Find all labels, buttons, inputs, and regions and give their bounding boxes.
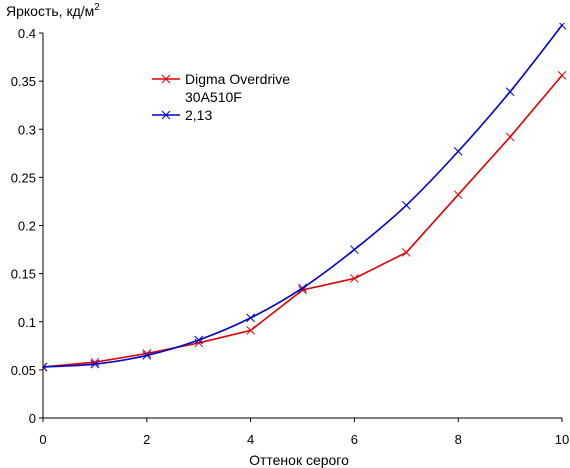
- data-point-stroke-b: [401, 200, 411, 210]
- y-tick-label: 0.4: [18, 26, 36, 41]
- data-point-stroke-b: [43, 362, 48, 368]
- data-point-stroke-b: [401, 248, 411, 257]
- legend-item-0: Digma Overdrive 30A510F: [152, 71, 290, 105]
- x-axis-title: Оттенок серого: [249, 452, 349, 468]
- data-point-stroke-b: [298, 283, 307, 293]
- data-point-stroke-b: [505, 132, 515, 142]
- data-point-stroke-b: [453, 190, 463, 200]
- x-tick-label: 8: [455, 432, 462, 447]
- x-tick-label: 0: [39, 432, 46, 447]
- y-axis-title-sup: 2: [94, 2, 100, 13]
- data-point-stroke-b: [350, 274, 359, 283]
- data-point-stroke-b: [557, 23, 566, 30]
- legend: Digma Overdrive 30A510F 2,13: [152, 71, 290, 123]
- y-tick-label: 0.25: [11, 170, 36, 185]
- data-point-stroke-b: [90, 359, 100, 369]
- data-point: [453, 147, 463, 156]
- legend-item-1: 2,13: [152, 107, 212, 123]
- data-point: [246, 326, 255, 335]
- data-point-stroke-b: [350, 245, 359, 254]
- y-axis-title-main: Яркость, кд/м: [6, 3, 94, 19]
- data-point-stroke-b: [246, 313, 255, 323]
- y-tick-label: 0.2: [18, 219, 36, 234]
- data-point: [43, 362, 48, 372]
- series-0: [43, 70, 567, 372]
- data-point: [557, 23, 567, 30]
- data-point: [350, 274, 359, 283]
- data-point: [246, 313, 255, 323]
- data-point-stroke-b: [194, 335, 204, 345]
- data-point: [298, 283, 307, 293]
- data-point: [401, 248, 411, 257]
- data-point-stroke-a: [43, 366, 48, 372]
- data-point: [505, 87, 515, 97]
- data-point-stroke-b: [453, 147, 463, 156]
- data-point-stroke-b: [246, 326, 255, 335]
- data-point: [194, 335, 204, 345]
- y-axis-title: Яркость, кд/м2: [6, 2, 100, 19]
- y-tick-label: 0.15: [11, 267, 36, 282]
- data-point-stroke-b: [505, 87, 515, 97]
- y-tick-label: 0.3: [18, 122, 36, 137]
- data-point: [350, 245, 359, 254]
- legend-label: 30A510F: [185, 89, 242, 105]
- data-point: [298, 285, 307, 295]
- data-point: [142, 351, 152, 360]
- legend-label: Digma Overdrive: [185, 71, 290, 87]
- data-point: [453, 190, 463, 200]
- data-point-stroke-b: [557, 70, 567, 80]
- data-point-stroke-b: [142, 351, 152, 360]
- legend-swatch-marker-b: [161, 110, 171, 120]
- x-tick-label: 6: [351, 432, 358, 447]
- y-tick-label: 0.1: [18, 315, 36, 330]
- data-point: [90, 359, 100, 369]
- y-tick-label: 0: [29, 411, 36, 426]
- legend-label: 2,13: [185, 107, 212, 123]
- data-point-stroke-b: [298, 285, 307, 295]
- x-tick-label: 4: [247, 432, 254, 447]
- data-point-stroke-b: [194, 338, 204, 348]
- data-point: [505, 132, 515, 142]
- series-line-1: [43, 24, 563, 368]
- x-tick-label: 2: [143, 432, 150, 447]
- y-tick-label: 0.35: [11, 74, 36, 89]
- y-tick-label: 0.05: [11, 363, 36, 378]
- series-line-0: [43, 74, 563, 368]
- plot-area: 0 0.05 0.1 0.15 0.2 0.25 0.3 0.35 0.4 0 2 4 6 8 10: [11, 23, 569, 447]
- legend-swatch-marker-b: [161, 74, 171, 84]
- data-point: [557, 70, 567, 80]
- data-point: [401, 200, 411, 210]
- series-1: [43, 23, 567, 372]
- x-tick-label: 10: [555, 432, 569, 447]
